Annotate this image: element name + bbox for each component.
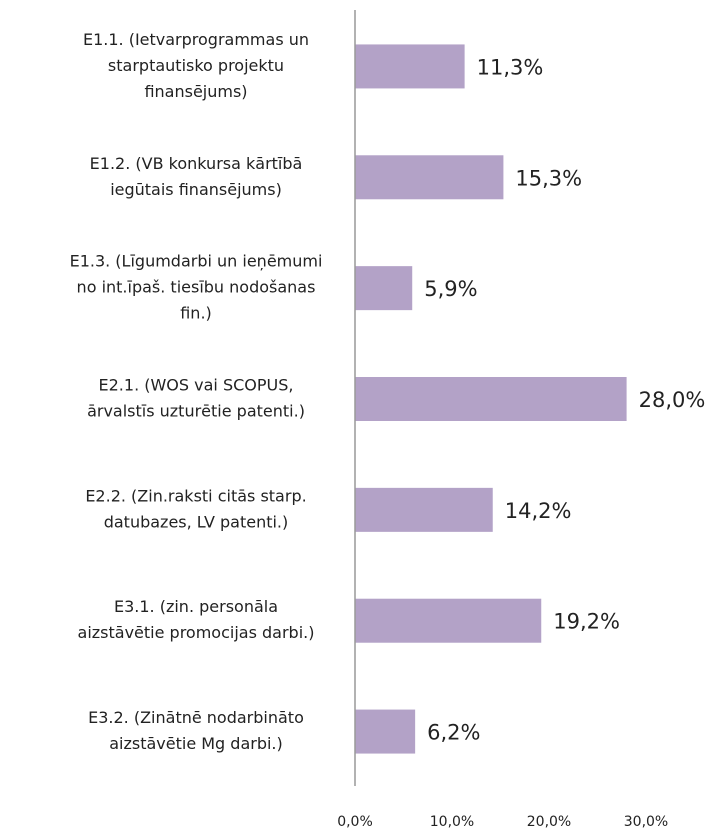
x-tick-label: 20,0% [527, 814, 571, 830]
category-label: E2.2. (Zin.raksti citās starp. [85, 486, 306, 505]
value-label: 15,3% [515, 166, 582, 190]
value-label: 28,0% [639, 388, 706, 412]
category-label: aizstāvētie promocijas darbi.) [78, 623, 315, 642]
category-label: E3.1. (zin. personāla [114, 597, 278, 616]
category-label: iegūtais finansējums) [110, 180, 282, 199]
bar [355, 155, 504, 200]
category-label: fin.) [180, 304, 212, 323]
bar [355, 377, 627, 421]
category-label: E1.2. (VB konkursa kārtībā [90, 154, 303, 173]
value-label: 11,3% [477, 55, 544, 79]
category-label: E2.1. (WOS vai SCOPUS, [99, 376, 294, 395]
bar [355, 44, 465, 89]
x-tick-label: 10,0% [430, 814, 474, 830]
x-tick-label: 30,0% [624, 814, 668, 830]
bar [355, 266, 413, 311]
category-label: datubazes, LV patenti.) [104, 512, 289, 531]
category-label: starptautisko projektu [108, 56, 284, 75]
value-label: 6,2% [427, 721, 480, 745]
bar [355, 709, 416, 754]
category-label: aizstāvētie Mg darbi.) [109, 734, 283, 753]
value-label: 19,2% [553, 610, 620, 634]
value-label: 14,2% [505, 499, 572, 523]
category-label: ārvalstīs uzturētie patenti.) [87, 402, 305, 421]
category-label: E3.2. (Zinātnē nodarbināto [88, 708, 304, 727]
category-label: no int.īpaš. tiesību nodošanas [77, 278, 316, 297]
category-label: E1.3. (Līgumdarbi un ieņēmumi [70, 252, 323, 271]
category-label: E1.1. (Ietvarprogrammas un [83, 30, 309, 49]
bar [355, 598, 542, 643]
category-label: finansējums) [144, 82, 247, 101]
bar [355, 487, 493, 532]
value-label: 5,9% [424, 277, 477, 301]
x-tick-label: 0,0% [337, 814, 373, 830]
